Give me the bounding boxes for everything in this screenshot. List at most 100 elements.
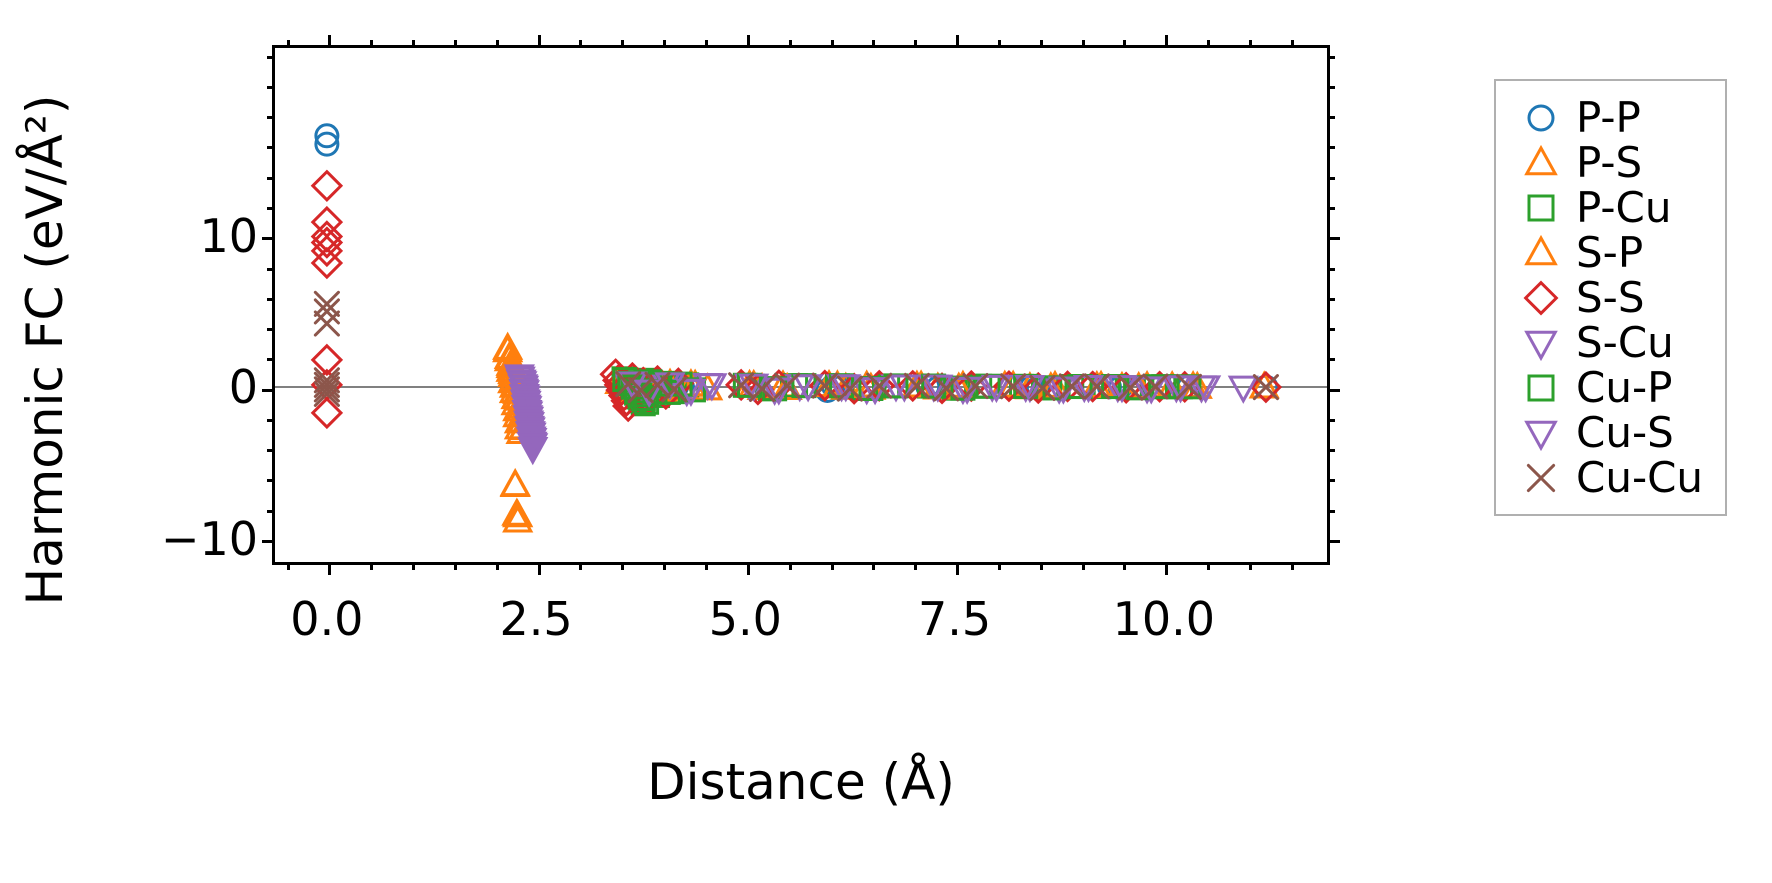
legend-item-p-s[interactable]: P-S (1514, 140, 1703, 185)
x-tick-label: 10.0 (1112, 592, 1216, 646)
x-axis-minor-tick (412, 562, 416, 570)
y-axis-title: Harmonic FC (eV/Å²) (16, 94, 74, 606)
y-axis-minor-tick-right (1327, 479, 1335, 483)
y-axis-minor-tick (267, 85, 275, 89)
triangle-down-marker-icon (1524, 330, 1558, 361)
x-axis-minor-tick-top (872, 40, 876, 48)
y-axis-minor-tick (267, 297, 275, 301)
legend-item-s-cu[interactable]: S-Cu (1514, 320, 1703, 365)
y-axis-minor-tick (267, 55, 275, 59)
scatter-data-layer (310, 123, 1283, 533)
x-axis-major-tick-top (1165, 35, 1169, 48)
legend-label: S-S (1576, 272, 1645, 322)
y-axis-major-tick (262, 540, 275, 544)
y-axis-minor-tick-right (1327, 55, 1335, 59)
legend-marker (1514, 365, 1568, 410)
series-cu-cu (313, 290, 1279, 407)
x-axis-minor-tick-top (579, 40, 583, 48)
legend-label: P-Cu (1576, 182, 1672, 232)
legend-item-cu-p[interactable]: Cu-P (1514, 365, 1703, 410)
x-axis-minor-tick (1123, 562, 1127, 570)
legend-item-p-p[interactable]: P-P (1514, 95, 1703, 140)
x-axis-minor-tick (1081, 562, 1085, 570)
legend-item-cu-cu[interactable]: Cu-Cu (1514, 455, 1703, 500)
x-axis-minor-tick (621, 562, 625, 570)
y-axis-minor-tick-right (1327, 418, 1335, 422)
legend-marker (1514, 95, 1568, 140)
y-tick-label: 10 (199, 208, 258, 263)
legend-marker (1514, 230, 1568, 275)
plot-area (275, 48, 1327, 562)
x-axis-minor-tick-top (1123, 40, 1127, 48)
x-axis-title: Distance (Å) (647, 753, 955, 811)
y-axis-major-tick-right (1327, 237, 1340, 241)
series-p-p (314, 123, 1279, 403)
x-axis-minor-tick-top (621, 40, 625, 48)
x-axis-minor-tick (914, 562, 918, 570)
y-axis-minor-tick-right (1327, 358, 1335, 362)
legend-marker (1514, 185, 1568, 230)
x-axis-minor-tick (286, 562, 290, 570)
series-p-s (492, 331, 1213, 533)
x-tick-label: 2.5 (499, 592, 573, 646)
legend-item-p-cu[interactable]: P-Cu (1514, 185, 1703, 230)
y-axis-minor-tick-right (1327, 146, 1335, 150)
x-axis-minor-tick-top (830, 40, 834, 48)
y-axis-minor-tick (267, 509, 275, 513)
legend-item-s-p[interactable]: S-P (1514, 230, 1703, 275)
legend-marker (1514, 410, 1568, 455)
x-axis-minor-tick-top (914, 40, 918, 48)
x-axis-minor-tick-top (704, 40, 708, 48)
y-axis-minor-tick-right (1327, 176, 1335, 180)
y-axis-minor-tick-right (1327, 509, 1335, 513)
x-axis-minor-tick (495, 562, 499, 570)
x-axis-minor-tick-top (495, 40, 499, 48)
y-axis-minor-tick (267, 479, 275, 483)
legend-label: P-S (1576, 137, 1643, 187)
legend-marker (1514, 455, 1568, 500)
x-axis-minor-tick-top (1248, 40, 1252, 48)
y-axis-major-tick (262, 388, 275, 392)
x-tick-label: 0.0 (290, 592, 364, 646)
x-axis-major-tick (328, 562, 332, 575)
x-axis-minor-tick-top (663, 40, 667, 48)
y-axis-minor-tick-right (1327, 85, 1335, 89)
x-axis-minor-tick-top (370, 40, 374, 48)
x-axis-minor-tick (453, 562, 457, 570)
legend-label: S-Cu (1576, 317, 1674, 367)
y-axis-minor-tick-right (1327, 116, 1335, 120)
y-axis-minor-tick (267, 176, 275, 180)
y-axis-minor-tick (267, 449, 275, 453)
x-axis-minor-tick (1248, 562, 1252, 570)
x-axis-major-tick-top (537, 35, 541, 48)
legend-item-cu-s[interactable]: Cu-S (1514, 410, 1703, 455)
y-axis-minor-tick (267, 328, 275, 332)
x-axis-minor-tick-top (1207, 40, 1211, 48)
legend-item-s-s[interactable]: S-S (1514, 275, 1703, 320)
y-axis-minor-tick-right (1327, 206, 1335, 210)
x-axis-minor-tick-top (1081, 40, 1085, 48)
x-axis-major-tick (746, 562, 750, 575)
y-axis-minor-tick (267, 358, 275, 362)
x-axis-minor-tick-top (453, 40, 457, 48)
y-tick-label: −10 (160, 511, 258, 566)
x-axis-major-tick (537, 562, 541, 575)
triangle-up-marker-icon (1524, 234, 1558, 265)
triangle-down-marker-icon (1524, 420, 1558, 451)
x-axis-major-tick-top (746, 35, 750, 48)
y-axis-minor-tick-right (1327, 328, 1335, 332)
y-axis-minor-tick-right (1327, 267, 1335, 271)
y-axis-minor-tick-right (1327, 449, 1335, 453)
x-axis-minor-tick-top (788, 40, 792, 48)
legend-label: P-P (1576, 92, 1641, 142)
legend-label: Cu-Cu (1576, 452, 1704, 502)
y-tick-label: 0 (228, 360, 258, 415)
x-axis-minor-tick (830, 562, 834, 570)
x-axis-minor-tick (1039, 562, 1043, 570)
x-axis-minor-tick-top (1290, 40, 1294, 48)
diamond-marker-icon (1523, 280, 1559, 315)
plot-axes (262, 35, 1340, 575)
legend-box: P-P P-S P-Cu S-P S-S S-Cu Cu-P Cu-S Cu-Cu (1494, 79, 1728, 516)
legend-marker (1514, 275, 1568, 320)
